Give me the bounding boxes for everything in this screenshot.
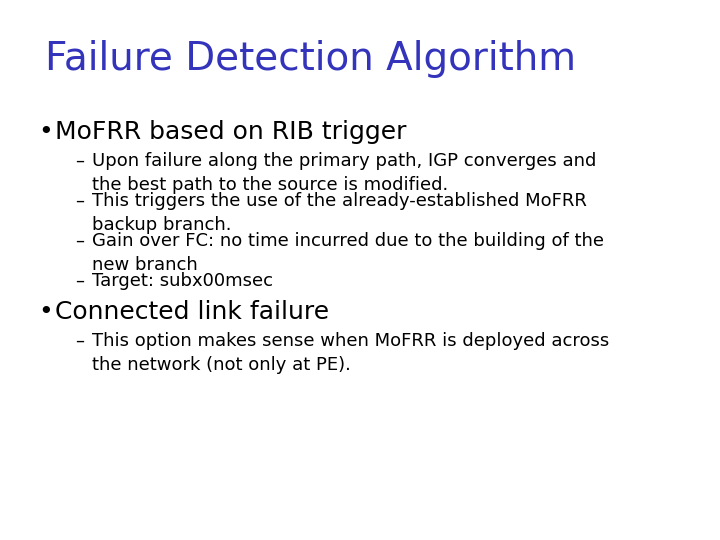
Text: This option makes sense when MoFRR is deployed across
the network (not only at P: This option makes sense when MoFRR is de… — [92, 332, 609, 374]
Text: Connected link failure: Connected link failure — [55, 300, 329, 324]
Text: –: – — [75, 192, 84, 210]
Text: MoFRR based on RIB trigger: MoFRR based on RIB trigger — [55, 120, 407, 144]
Text: •: • — [38, 120, 53, 144]
Text: –: – — [75, 232, 84, 250]
Text: •: • — [38, 300, 53, 324]
Text: Gain over FC: no time incurred due to the building of the
new branch: Gain over FC: no time incurred due to th… — [92, 232, 604, 274]
Text: Upon failure along the primary path, IGP converges and
the best path to the sour: Upon failure along the primary path, IGP… — [92, 152, 596, 194]
Text: This triggers the use of the already-established MoFRR
backup branch.: This triggers the use of the already-est… — [92, 192, 587, 234]
Text: –: – — [75, 272, 84, 290]
Text: –: – — [75, 332, 84, 350]
Text: Target: subx00msec: Target: subx00msec — [92, 272, 273, 290]
Text: –: – — [75, 152, 84, 170]
Text: Failure Detection Algorithm: Failure Detection Algorithm — [45, 40, 576, 78]
